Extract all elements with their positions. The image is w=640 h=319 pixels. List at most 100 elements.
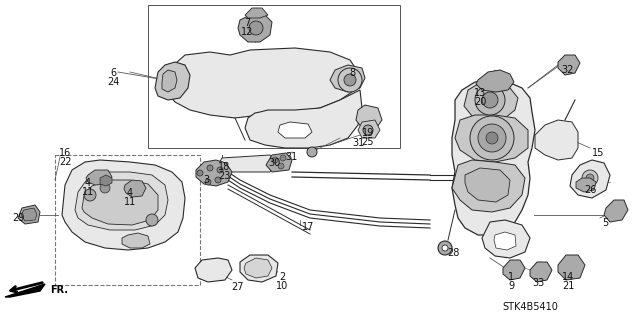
- Polygon shape: [476, 70, 514, 92]
- Polygon shape: [464, 83, 518, 120]
- Text: 11: 11: [124, 197, 136, 207]
- Circle shape: [582, 170, 598, 186]
- Text: FR.: FR.: [50, 285, 68, 295]
- Bar: [55, 155, 200, 285]
- Polygon shape: [604, 200, 628, 222]
- Polygon shape: [266, 153, 292, 172]
- Circle shape: [307, 147, 317, 157]
- Circle shape: [278, 163, 284, 169]
- Polygon shape: [503, 260, 525, 280]
- Text: 12: 12: [241, 27, 253, 37]
- Text: 13: 13: [474, 88, 486, 98]
- Polygon shape: [245, 90, 362, 148]
- Circle shape: [272, 157, 278, 163]
- Text: 4: 4: [85, 178, 91, 188]
- Polygon shape: [5, 284, 45, 297]
- Circle shape: [338, 68, 362, 92]
- Text: 14: 14: [562, 272, 574, 282]
- Text: 10: 10: [276, 281, 288, 291]
- Circle shape: [100, 183, 110, 193]
- Circle shape: [344, 74, 356, 86]
- Polygon shape: [558, 55, 580, 75]
- Text: 30: 30: [268, 158, 280, 168]
- Polygon shape: [165, 48, 360, 118]
- Text: 6: 6: [110, 68, 116, 78]
- Text: 32: 32: [562, 65, 574, 75]
- Polygon shape: [195, 258, 232, 282]
- Text: 3: 3: [203, 175, 209, 185]
- Polygon shape: [155, 62, 190, 100]
- Circle shape: [482, 92, 498, 108]
- Polygon shape: [494, 232, 516, 250]
- Text: 27: 27: [231, 282, 243, 292]
- Text: 2: 2: [279, 272, 285, 282]
- Polygon shape: [330, 65, 365, 92]
- Circle shape: [478, 124, 506, 152]
- Polygon shape: [245, 8, 268, 18]
- Polygon shape: [75, 172, 168, 230]
- Text: 33: 33: [532, 278, 544, 288]
- Text: 4: 4: [127, 188, 133, 198]
- Text: 31: 31: [352, 138, 364, 148]
- Text: STK4B5410: STK4B5410: [502, 302, 558, 312]
- Text: 21: 21: [562, 281, 574, 291]
- Circle shape: [217, 167, 223, 173]
- Polygon shape: [530, 262, 552, 282]
- Polygon shape: [196, 160, 232, 186]
- Polygon shape: [356, 105, 382, 130]
- Polygon shape: [558, 255, 585, 280]
- Text: 9: 9: [508, 281, 514, 291]
- Polygon shape: [576, 178, 596, 192]
- Text: 29: 29: [12, 213, 24, 223]
- Circle shape: [438, 241, 452, 255]
- Text: 24: 24: [107, 77, 119, 87]
- Text: 16: 16: [59, 148, 71, 158]
- Circle shape: [442, 245, 448, 251]
- Text: 23: 23: [218, 171, 230, 181]
- Circle shape: [146, 214, 158, 226]
- Circle shape: [486, 132, 498, 144]
- Text: 25: 25: [362, 137, 374, 147]
- Circle shape: [215, 177, 221, 183]
- Polygon shape: [18, 205, 40, 224]
- Polygon shape: [86, 170, 112, 185]
- Text: 5: 5: [602, 218, 608, 228]
- Text: 19: 19: [362, 128, 374, 138]
- Text: 8: 8: [349, 68, 355, 78]
- Text: 20: 20: [474, 97, 486, 107]
- Circle shape: [280, 155, 286, 161]
- Text: 22: 22: [59, 157, 71, 167]
- Polygon shape: [452, 80, 535, 235]
- Polygon shape: [124, 180, 146, 197]
- Circle shape: [470, 116, 514, 160]
- Polygon shape: [162, 70, 177, 92]
- Polygon shape: [218, 155, 275, 172]
- Polygon shape: [535, 120, 578, 160]
- Circle shape: [84, 189, 96, 201]
- Circle shape: [363, 125, 373, 135]
- Polygon shape: [82, 180, 158, 225]
- Polygon shape: [240, 255, 278, 282]
- Polygon shape: [244, 258, 272, 278]
- Text: 15: 15: [592, 148, 604, 158]
- Text: 26: 26: [584, 185, 596, 195]
- Text: 1: 1: [508, 272, 514, 282]
- Polygon shape: [482, 220, 530, 258]
- Bar: [148, 5, 400, 148]
- Polygon shape: [465, 168, 510, 202]
- Polygon shape: [122, 233, 150, 248]
- Circle shape: [197, 170, 203, 176]
- Polygon shape: [21, 208, 37, 221]
- Text: 28: 28: [447, 248, 459, 258]
- Circle shape: [205, 179, 211, 185]
- Text: 17: 17: [302, 222, 314, 232]
- Circle shape: [586, 174, 594, 182]
- Polygon shape: [62, 160, 185, 250]
- Text: 7: 7: [244, 18, 250, 28]
- Polygon shape: [278, 122, 312, 138]
- Polygon shape: [452, 160, 525, 212]
- Polygon shape: [100, 175, 112, 186]
- Polygon shape: [238, 15, 272, 42]
- Circle shape: [249, 21, 263, 35]
- Text: 11: 11: [82, 187, 94, 197]
